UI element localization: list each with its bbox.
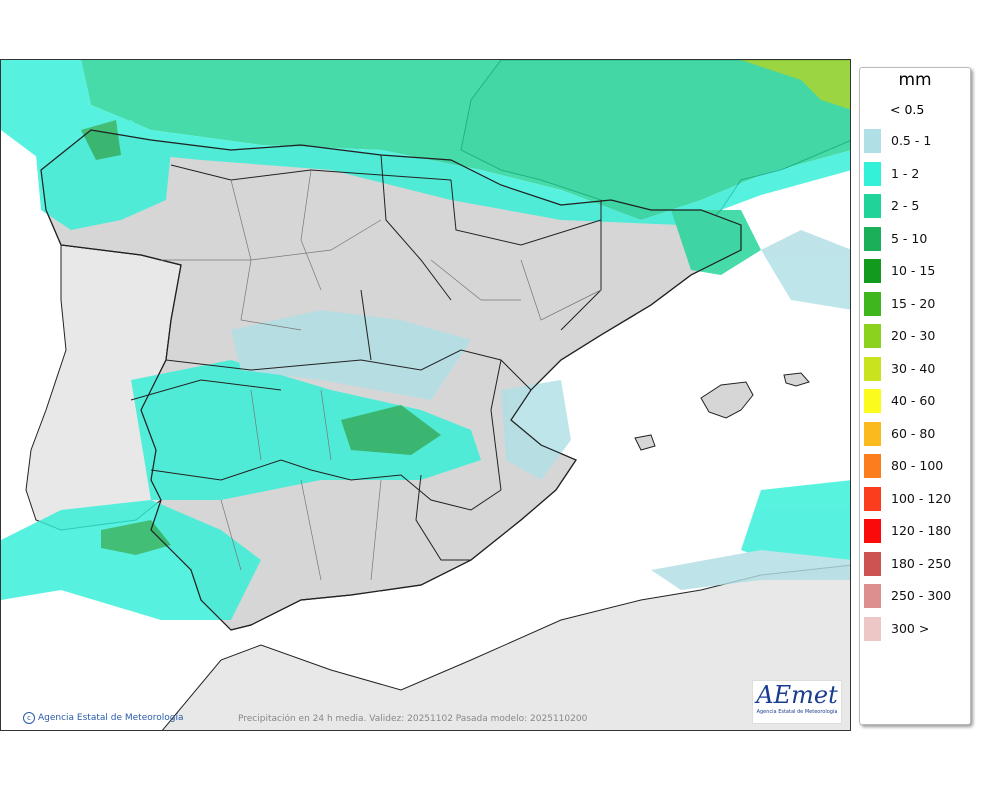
province-boundaries xyxy=(161,169,602,581)
southwest-rain xyxy=(1,500,261,620)
legend-swatch xyxy=(864,161,881,186)
legend-label: 80 - 100 xyxy=(891,458,944,473)
aemet-logo: AEmet Agencia Estatal de Meteorología xyxy=(752,680,842,724)
legend-label: 1 - 2 xyxy=(891,165,920,181)
legend-label: 5 - 10 xyxy=(891,230,928,246)
valencia-light xyxy=(501,380,571,480)
legend-label: 180 - 250 xyxy=(891,555,952,571)
precipitation-legend: mm < 0.5 0.5 - 1 1 - 2 2 - 5 5 - 10 10 - 15 1… xyxy=(859,67,971,725)
mallorca xyxy=(700,381,754,419)
spain-coastline xyxy=(40,129,742,631)
legend-item: 15 - 20 xyxy=(863,291,963,316)
legend-swatch xyxy=(864,486,881,511)
map-canvas xyxy=(1,60,850,730)
legend-lowest-class: < 0.5 xyxy=(890,102,925,117)
legend-swatch xyxy=(864,454,881,478)
agency-credit: c Agencia Estatal de Meteorología xyxy=(23,712,184,724)
central-rain xyxy=(131,360,481,500)
legend-item: 40 - 60 xyxy=(863,389,963,413)
legend-item: 5 - 10 xyxy=(863,226,963,251)
legend-label: 250 - 300 xyxy=(891,588,952,603)
legend-label: 60 - 80 xyxy=(891,425,936,441)
legend-swatch xyxy=(864,356,881,381)
southwest-core xyxy=(101,520,171,555)
legend-item: 30 - 40 xyxy=(863,356,963,381)
legend-item: 1 - 2 xyxy=(863,161,963,186)
legend-swatch xyxy=(864,389,881,413)
legend-swatch xyxy=(864,421,881,446)
legend-swatch xyxy=(864,291,881,316)
central-core xyxy=(341,405,441,455)
east-sea-light xyxy=(761,230,850,310)
legend-swatch xyxy=(864,551,881,576)
legend-item: 250 - 300 xyxy=(863,584,963,608)
legend-swatch xyxy=(864,226,881,251)
legend-label: 0.5 - 1 xyxy=(891,133,932,148)
legend-item: 60 - 80 xyxy=(863,421,963,446)
legend-swatch xyxy=(864,519,881,543)
copyright-icon: c xyxy=(23,712,35,724)
legend-unit: mm xyxy=(898,70,932,90)
southeast-sea-light xyxy=(651,550,850,590)
legend-label: 2 - 5 xyxy=(891,198,920,213)
legend-swatch xyxy=(864,259,881,283)
inland-light xyxy=(231,310,471,400)
legend-item: 80 - 100 xyxy=(863,454,963,478)
precipitation-map: c Agencia Estatal de Meteorología Precipi… xyxy=(0,59,851,731)
legend-item: 120 - 180 xyxy=(863,519,963,543)
legend-swatch xyxy=(864,324,881,348)
legend-label: 30 - 40 xyxy=(891,360,936,376)
legend-item: 300 > xyxy=(863,616,963,641)
africa-land xyxy=(162,564,850,730)
catalonia-rain xyxy=(671,210,761,275)
legend-label: 300 > xyxy=(891,620,930,636)
legend-label: 20 - 30 xyxy=(891,328,936,343)
legend-item: 100 - 120 xyxy=(863,486,963,511)
northeast-high xyxy=(741,60,850,110)
credit-text: Agencia Estatal de Meteorología xyxy=(38,713,184,723)
legend-label: 120 - 180 xyxy=(891,523,952,538)
logo-subtext: Agencia Estatal de Meteorología xyxy=(756,709,838,715)
legend-swatch xyxy=(864,129,881,153)
legend-item: 2 - 5 xyxy=(863,194,963,218)
ibiza xyxy=(634,434,656,451)
southeast-sea-rain xyxy=(741,480,850,565)
logo-wordmark: AEmet xyxy=(756,681,838,709)
legend-item: 0.5 - 1 xyxy=(863,129,963,153)
legend-label: 100 - 120 xyxy=(891,490,952,506)
legend-swatch xyxy=(864,584,881,608)
legend-item: 10 - 15 xyxy=(863,259,963,283)
legend-label: 10 - 15 xyxy=(891,263,936,278)
legend-label: 40 - 60 xyxy=(891,393,936,408)
northern-band-2-5 xyxy=(81,60,850,220)
legend-label: 15 - 20 xyxy=(891,295,936,311)
legend-item: 20 - 30 xyxy=(863,324,963,348)
model-footer-text: Precipitación en 24 h media. Validez: 20… xyxy=(238,714,588,724)
menorca xyxy=(783,372,810,387)
legend-swatch xyxy=(864,616,881,641)
legend-swatch xyxy=(864,194,881,218)
legend-item: 180 - 250 xyxy=(863,551,963,576)
